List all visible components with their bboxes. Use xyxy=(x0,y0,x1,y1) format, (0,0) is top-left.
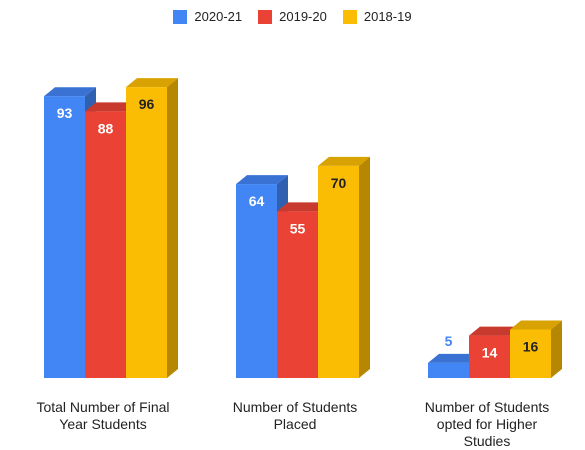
bar-2018-19-3-side xyxy=(551,320,562,378)
bar-2020-21-3 xyxy=(428,362,469,378)
x-label-line: Placed xyxy=(273,416,317,432)
legend-label: 2019-20 xyxy=(279,9,327,24)
x-label-higher-studies: Number of Students opted for Higher Stud… xyxy=(392,399,582,450)
legend: 2020-21 2019-20 2018-19 xyxy=(0,9,585,24)
x-label-students-placed: Number of Students Placed xyxy=(200,399,390,433)
bar-2019-20-2 xyxy=(277,211,318,378)
legend-item-2020-21: 2020-21 xyxy=(173,9,242,24)
data-label-2018-19-1: 96 xyxy=(139,96,155,112)
x-label-line: Year Students xyxy=(59,416,147,432)
bar-2018-19-2-top xyxy=(318,156,370,166)
bar-2020-21-2-top xyxy=(236,175,288,185)
bar-2020-21-3-top xyxy=(428,353,480,363)
x-label-line: Number of Students xyxy=(424,399,550,415)
bar-2020-21-1 xyxy=(44,96,85,379)
legend-label: 2018-19 xyxy=(363,9,412,24)
bar-2018-19-2 xyxy=(318,165,359,378)
bar-2019-20-2-top xyxy=(277,202,329,212)
bar-2020-21-2 xyxy=(236,184,277,378)
data-label-2018-19-3: 16 xyxy=(523,339,539,355)
data-label-2019-20-3: 14 xyxy=(482,345,498,361)
legend-swatch-2020-21 xyxy=(173,9,188,24)
x-label-total-final-year: Total Number of Final Year Students xyxy=(8,399,198,433)
bar-2018-19-2-side xyxy=(359,156,370,378)
bar-2018-19-1 xyxy=(126,87,167,379)
data-label-2019-20-1: 88 xyxy=(98,120,114,136)
legend-swatch-2019-20 xyxy=(258,9,273,24)
bar-2020-21-1-top xyxy=(44,87,96,97)
bar-2018-19-3 xyxy=(510,329,551,378)
x-label-line: Total Number of Final xyxy=(36,399,170,415)
x-label-line: Studies xyxy=(463,433,511,449)
legend-item-2019-20: 2019-20 xyxy=(258,9,327,24)
x-label-line: Number of Students xyxy=(232,399,358,415)
x-label-line: opted for Higher xyxy=(436,416,538,432)
bar-2019-20-1 xyxy=(85,111,126,379)
bar-2019-20-1-top xyxy=(85,102,137,112)
bar-2019-20-3-top xyxy=(469,326,521,336)
bar-2019-20-3 xyxy=(469,335,510,378)
data-label-2020-21-3: 5 xyxy=(445,333,453,349)
data-label-2018-19-2: 70 xyxy=(331,175,347,191)
data-label-2019-20-2: 55 xyxy=(290,220,306,236)
data-label-2020-21-2: 64 xyxy=(249,193,265,209)
bar-2018-19-1-top xyxy=(126,78,178,88)
legend-swatch-2018-19 xyxy=(342,9,357,24)
legend-label: 2020-21 xyxy=(194,9,243,24)
data-label-2020-21-1: 93 xyxy=(57,105,73,121)
bar-2018-19-1-side xyxy=(167,78,178,379)
legend-item-2018-19: 2018-19 xyxy=(342,9,412,24)
bar-2018-19-3-top xyxy=(510,320,562,330)
